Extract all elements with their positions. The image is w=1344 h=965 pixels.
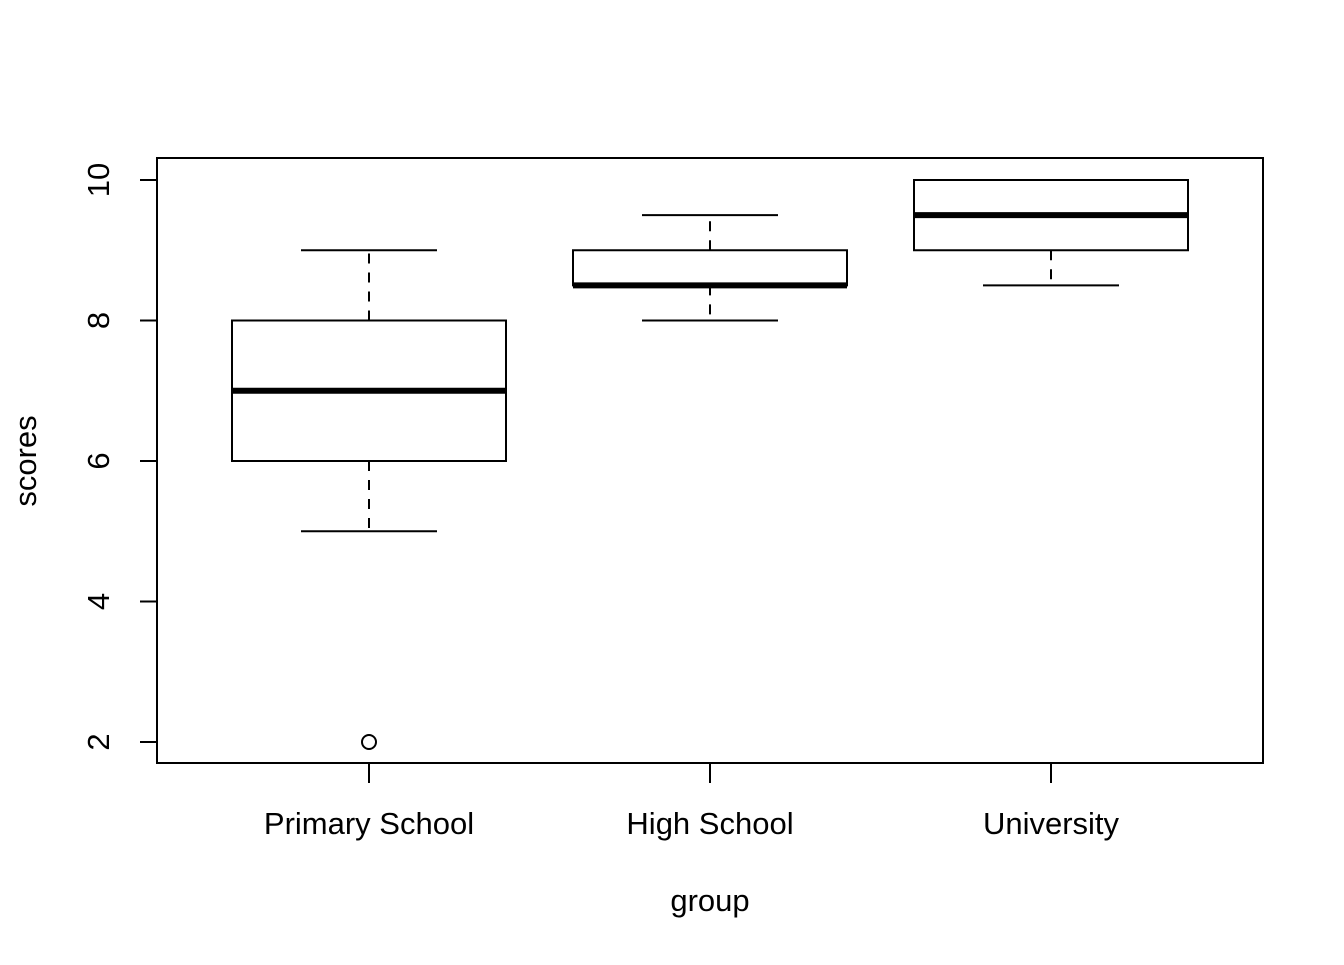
box-primary-school <box>231 249 507 750</box>
x-tick-label: High School <box>626 806 793 841</box>
box-university <box>913 179 1189 287</box>
y-axis-title: scores <box>8 415 43 506</box>
y-tick-label: 4 <box>81 593 116 610</box>
boxes-group <box>231 179 1189 750</box>
iqr-box <box>572 249 848 287</box>
y-tick-label: 10 <box>81 163 116 197</box>
x-axis-title: group <box>670 883 749 918</box>
x-tick-label: Primary School <box>264 806 474 841</box>
x-axis: Primary School High School University <box>264 763 1120 841</box>
y-tick-label: 8 <box>81 312 116 329</box>
x-tick-label: University <box>983 806 1120 841</box>
y-axis: 2 4 6 8 10 <box>81 163 158 751</box>
y-tick-label: 2 <box>81 733 116 750</box>
box-high-school <box>572 214 848 322</box>
outlier-point <box>361 734 377 750</box>
y-tick-label: 6 <box>81 452 116 469</box>
